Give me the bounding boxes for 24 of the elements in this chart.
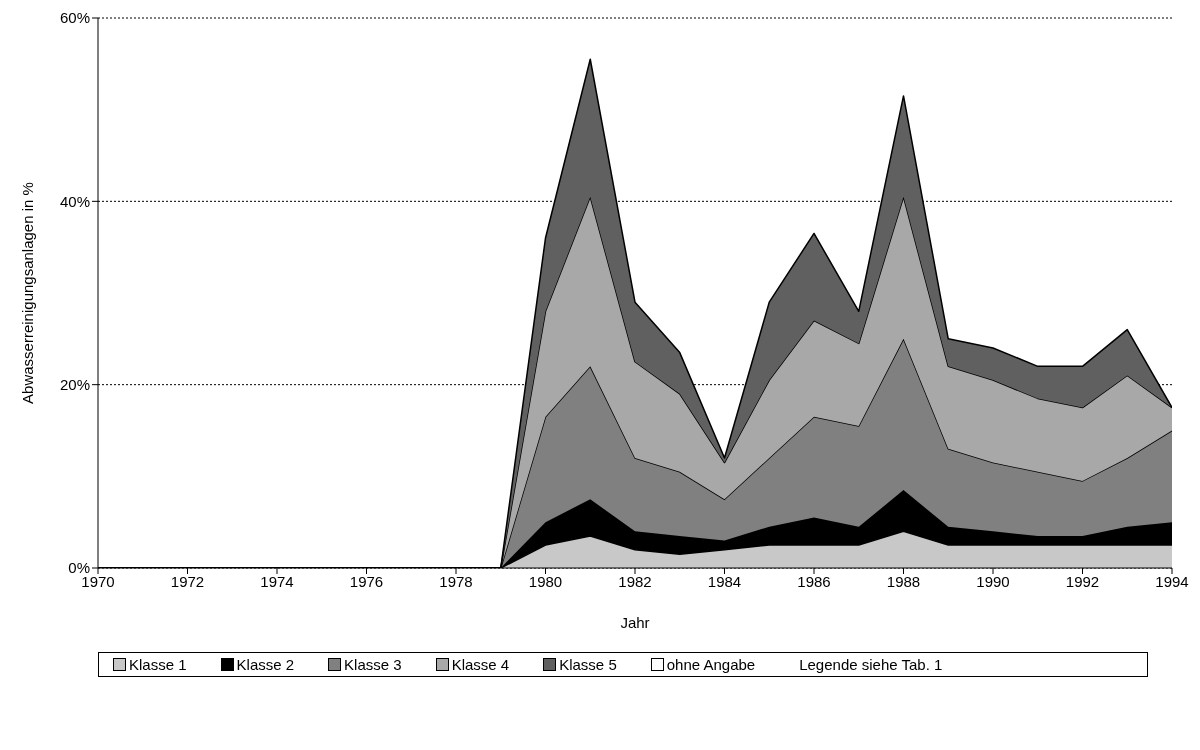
y-tick-label: 60% (59, 9, 90, 27)
x-tick-label: 1988 (886, 572, 921, 590)
x-tick-label: 1982 (618, 572, 652, 590)
x-tick-label: 1992 (1065, 572, 1100, 590)
x-tick-label: 1990 (976, 572, 1010, 590)
x-tick-label: 1976 (349, 572, 384, 590)
x-tick-label: 1984 (707, 572, 742, 590)
x-tick-label: 1972 (170, 572, 205, 590)
x-tick-label: 1974 (260, 572, 294, 590)
legend-label: Klasse 4 (450, 656, 510, 673)
y-tick-label: 20% (59, 375, 90, 393)
y-tick-label: 40% (59, 192, 90, 210)
x-tick-label: 1978 (439, 572, 473, 590)
legend-label: Klasse 5 (558, 656, 617, 673)
text: Legende siehe Tab. 1 (799, 656, 943, 673)
legend-label: ohne Angabe (665, 656, 756, 673)
legend-label: Klasse 1 (128, 656, 187, 673)
y-axis-title: Abwasserreinigungsanlagen in % (19, 182, 37, 404)
x-axis-title: Jahr (620, 614, 650, 631)
legend-label: Klasse 3 (343, 656, 402, 673)
x-tick-label: 1994 (1155, 572, 1189, 590)
legend-label: Klasse 2 (235, 656, 295, 673)
x-tick-label: 1980 (528, 572, 563, 590)
x-tick-label: 1986 (797, 572, 831, 590)
